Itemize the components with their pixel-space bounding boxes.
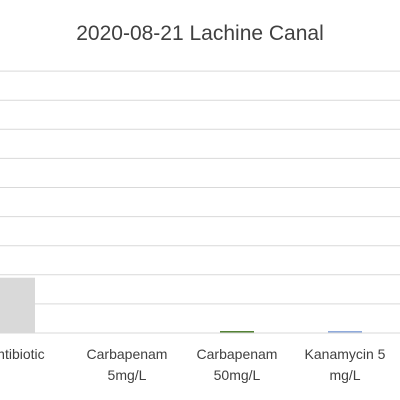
category-label-line: 5mg/L <box>108 367 147 383</box>
category-label-line: Carbapenam <box>87 346 168 362</box>
bar <box>328 331 362 333</box>
category-label-line: mg/L <box>329 367 360 383</box>
category-label-line: Kanamycin 5 <box>305 346 386 362</box>
gridlines <box>0 70 400 305</box>
category-labels: antibiotic Carbapenam 5mg/L Carbapenam 50mg/… <box>0 346 386 383</box>
category-label-line: Carbapenam <box>197 346 278 362</box>
chart-title: 2020-08-21 Lachine Canal <box>76 22 324 45</box>
bar <box>0 277 35 333</box>
category-label: Carbapenam 5mg/L <box>87 346 168 383</box>
category-label: antibiotic <box>0 346 45 362</box>
category-label: Kanamycin 5 mg/L <box>305 346 386 383</box>
bar <box>220 331 254 333</box>
bars <box>0 277 362 333</box>
category-label-line: antibiotic <box>0 346 45 362</box>
category-label: Carbapenam 50mg/L <box>197 346 278 383</box>
category-label-line: 50mg/L <box>214 367 261 383</box>
